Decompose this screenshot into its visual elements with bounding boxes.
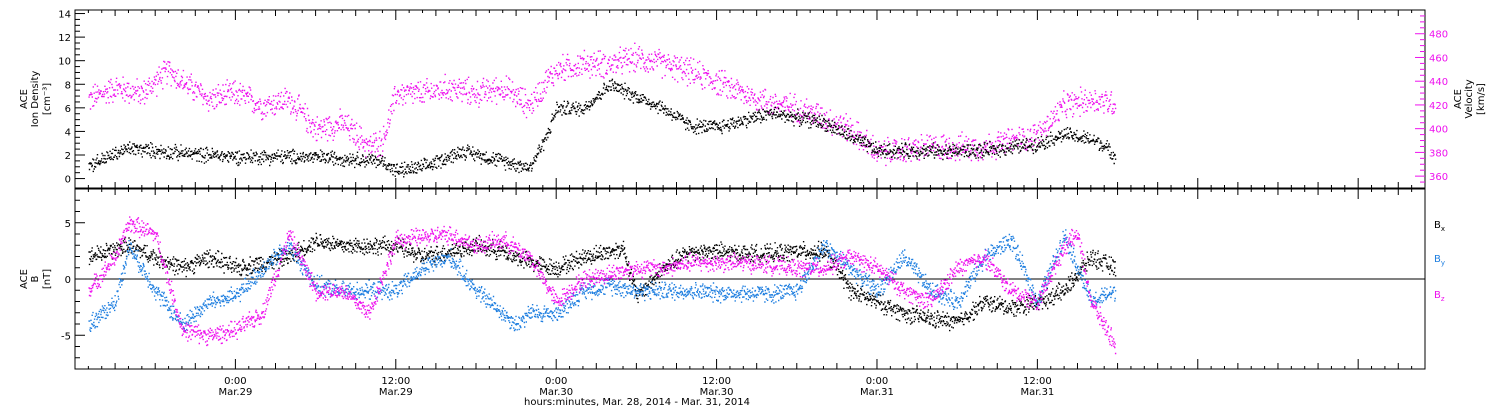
field-tick-label: -5	[61, 331, 71, 342]
field-tick-label: 0	[65, 275, 71, 286]
legend-bz-sub: z	[1441, 295, 1445, 303]
field-axis-title: ACE B [nT]	[19, 269, 53, 289]
velocity-tick-label: 360	[1429, 172, 1448, 183]
date-tick-label: Mar.30	[700, 387, 734, 398]
density-tick-label: 14	[58, 10, 71, 21]
density-tick-label: 2	[65, 151, 71, 162]
time-tick-label: 12:00	[1023, 376, 1052, 387]
legend-bz-base: B	[1434, 290, 1441, 301]
density-tick-label: 10	[58, 57, 71, 68]
velocity-tick-label: 420	[1429, 101, 1448, 112]
time-tick-label: 0:00	[866, 376, 888, 387]
density-points	[88, 78, 1117, 178]
time-tick-label: 12:00	[702, 376, 731, 387]
density-axis-ticks: 0 2 4 6 8 10 12 14	[58, 10, 85, 186]
field-title-line3: [nT]	[42, 269, 53, 289]
field-axis-ticks: -5 0 5	[61, 199, 85, 359]
velocity-tick-label: 480	[1429, 30, 1448, 41]
field-title-line1: ACE	[19, 269, 30, 289]
velocity-points	[88, 42, 1117, 167]
density-tick-label: 12	[58, 33, 71, 44]
density-tick-label: 6	[65, 104, 71, 115]
velocity-tick-label: 460	[1429, 53, 1448, 64]
legend-by-base: B	[1434, 254, 1441, 265]
date-tick-label: Mar.29	[218, 387, 252, 398]
time-tick-label: 0:00	[545, 376, 567, 387]
density-title-line3: [cm⁻³]	[42, 83, 53, 115]
date-tick-label: Mar.31	[860, 387, 894, 398]
velocity-title-line1: ACE	[1453, 89, 1464, 109]
field-tick-label: 5	[65, 219, 71, 230]
velocity-axis-ticks: 360 380 400 420 440 460 480	[1415, 15, 1448, 183]
top-panel-frame	[74, 9, 1426, 189]
velocity-tick-label: 400	[1429, 125, 1448, 136]
legend-by-sub: y	[1441, 259, 1445, 267]
velocity-title-line3: [km/s]	[1476, 83, 1487, 115]
time-axis-ticks: 0:00Mar.2912:00Mar.290:00Mar.3012:00Mar.…	[74, 10, 1413, 398]
velocity-tick-label: 380	[1429, 148, 1448, 159]
density-axis-title: ACE Ion Density [cm⁻³]	[19, 71, 53, 128]
legend-by: By	[1434, 254, 1445, 267]
date-tick-label: Mar.30	[539, 387, 573, 398]
velocity-title-line2: Velocity	[1464, 79, 1475, 118]
density-title-line2: Ion Density	[30, 71, 41, 128]
velocity-tick-label: 440	[1429, 77, 1448, 88]
velocity-axis-title: ACE Velocity [km/s]	[1453, 79, 1487, 118]
legend-bx: Bx	[1434, 220, 1445, 233]
density-tick-label: 8	[65, 80, 71, 91]
density-tick-label: 0	[65, 175, 71, 186]
top-panel-data	[88, 42, 1117, 178]
date-tick-label: Mar.31	[1020, 387, 1054, 398]
time-tick-label: 0:00	[224, 376, 246, 387]
field-title-line2: B	[30, 275, 41, 282]
legend-bx-base: B	[1434, 220, 1441, 231]
time-tick-label: 12:00	[381, 376, 410, 387]
legend-bz: Bz	[1434, 290, 1445, 303]
legend-bx-sub: x	[1441, 225, 1445, 233]
bottom-panel-data	[88, 216, 1117, 355]
date-tick-label: Mar.29	[379, 387, 413, 398]
density-title-line1: ACE	[19, 89, 30, 109]
density-tick-label: 4	[65, 127, 71, 138]
time-axis-title: hours:minutes, Mar. 28, 2014 - Mar. 31, …	[524, 397, 750, 408]
